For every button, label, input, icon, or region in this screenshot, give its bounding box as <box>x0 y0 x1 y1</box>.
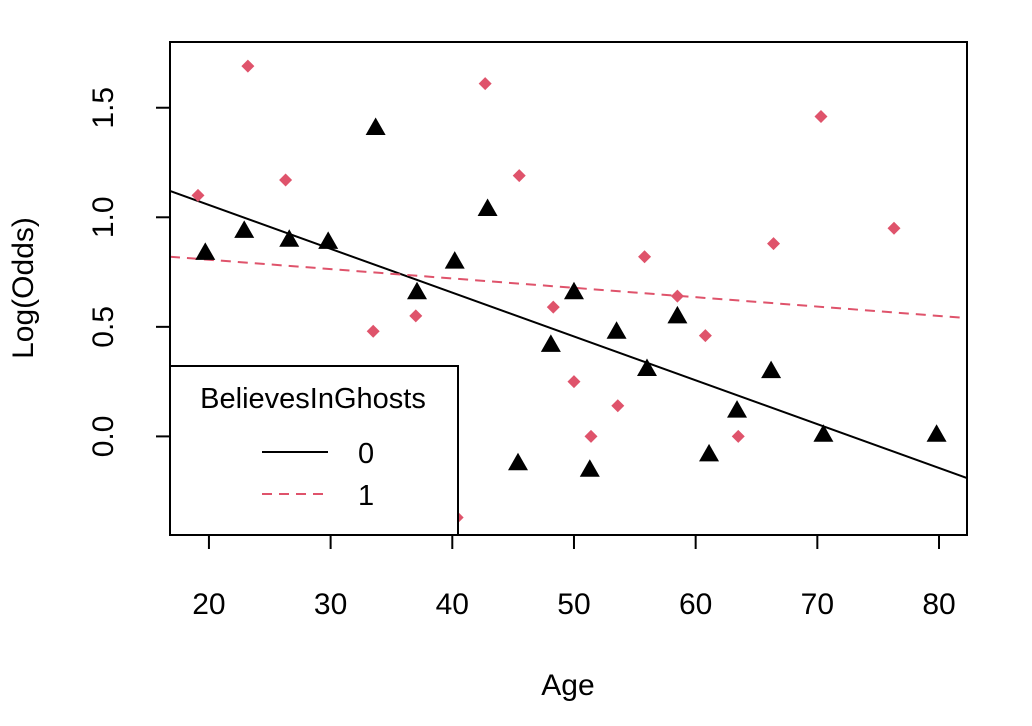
y-axis-label: Log(Odds) <box>7 217 40 359</box>
data-point-series-1 <box>191 188 205 202</box>
y-tick-label: 0.0 <box>87 416 120 458</box>
x-tick-label: 30 <box>314 588 347 621</box>
data-point-series-0 <box>508 452 529 471</box>
data-point-series-0 <box>195 242 216 260</box>
data-point-series-0 <box>926 424 947 442</box>
x-axis: 20 30 40 50 60 70 80 <box>192 534 956 621</box>
x-tick-label: 60 <box>679 588 712 621</box>
fit-line-series-1 <box>170 255 967 320</box>
data-point-series-1 <box>512 169 526 183</box>
data-point-series-0 <box>318 231 339 249</box>
data-point-series-0 <box>540 334 561 352</box>
data-point-series-0 <box>727 400 748 418</box>
data-point-series-1 <box>567 375 581 389</box>
y-axis: 0.0 0.5 1.0 1.5 <box>87 87 171 458</box>
data-point-series-0 <box>477 198 498 217</box>
data-point-series-1 <box>584 429 598 443</box>
x-tick-label: 80 <box>922 588 955 621</box>
y-tick-label: 0.5 <box>87 306 120 348</box>
data-point-series-1 <box>638 250 652 264</box>
y-tick-label: 1.5 <box>87 87 120 129</box>
data-point-series-0 <box>563 281 584 300</box>
x-axis-label: Age <box>541 669 594 702</box>
data-point-series-0 <box>579 459 600 477</box>
data-point-series-1 <box>241 59 255 73</box>
data-point-series-0 <box>667 305 688 324</box>
fit-line-series-0 <box>170 190 967 479</box>
data-point-series-1 <box>611 399 625 413</box>
data-point-series-1 <box>814 109 828 123</box>
data-point-series-1 <box>366 324 380 338</box>
data-point-series-1 <box>731 429 745 443</box>
legend-label-1: 1 <box>358 480 374 512</box>
data-point-series-1 <box>698 329 712 343</box>
legend-box <box>169 365 459 536</box>
data-point-series-1 <box>767 237 781 251</box>
x-tick-label: 20 <box>192 588 225 621</box>
data-point-series-0 <box>761 360 782 379</box>
data-point-series-0 <box>606 321 627 339</box>
data-point-series-1 <box>478 77 492 91</box>
x-tick-label: 50 <box>557 588 590 621</box>
data-point-series-0 <box>813 424 834 442</box>
data-point-series-0 <box>699 443 720 462</box>
x-tick-label: 70 <box>801 588 834 621</box>
legend-label-0: 0 <box>358 438 374 470</box>
data-point-series-0 <box>234 220 255 238</box>
data-point-series-1 <box>887 221 901 235</box>
legend-title: BelievesInGhosts <box>200 383 426 415</box>
data-point-series-1 <box>670 289 684 303</box>
data-point-series-1 <box>546 300 560 314</box>
data-point-series-0 <box>407 281 428 300</box>
y-tick-label: 1.0 <box>87 196 120 238</box>
legend: BelievesInGhosts 0 1 <box>169 365 459 536</box>
data-point-series-0 <box>365 117 386 135</box>
data-point-series-1 <box>409 309 423 323</box>
data-point-series-0 <box>279 229 300 247</box>
data-point-series-0 <box>444 251 465 269</box>
fit-lines <box>170 190 967 479</box>
data-point-series-1 <box>279 173 293 187</box>
x-tick-label: 40 <box>436 588 469 621</box>
data-point-series-0 <box>636 358 657 376</box>
data-points <box>191 59 947 524</box>
